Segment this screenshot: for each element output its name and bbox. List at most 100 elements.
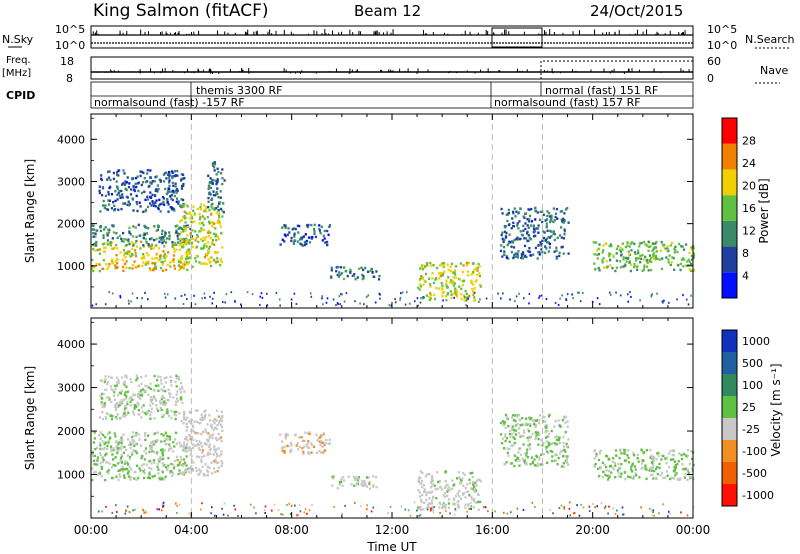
heatmap-cell <box>502 292 504 295</box>
heatmap-cell <box>167 464 170 467</box>
heatmap-cell <box>420 498 423 502</box>
heatmap-cell <box>378 274 381 278</box>
heatmap-cell <box>99 379 102 383</box>
heatmap-cell <box>664 247 667 250</box>
heatmap-cell <box>419 301 422 304</box>
heatmap-cell <box>567 463 570 466</box>
heatmap-cell <box>203 292 206 295</box>
heatmap-cell <box>141 394 144 397</box>
heatmap-cell <box>142 261 145 264</box>
heatmap-cell <box>592 241 595 244</box>
heatmap-cell <box>184 257 188 261</box>
heatmap-cell <box>125 448 128 452</box>
heatmap-cell <box>180 381 183 385</box>
heatmap-cell <box>177 202 180 205</box>
heatmap-cell <box>471 471 474 475</box>
heatmap-cell <box>182 263 185 266</box>
heatmap-cell <box>207 247 210 250</box>
heatmap-cell <box>662 245 665 248</box>
heatmap-cell <box>501 420 505 423</box>
heatmap-cell <box>216 187 219 190</box>
heatmap-cell <box>670 261 673 264</box>
heatmap-cell <box>182 267 185 270</box>
heatmap-cell <box>136 182 139 185</box>
heatmap-cell <box>419 514 422 516</box>
heatmap-cell <box>116 413 119 416</box>
heatmap-cell <box>215 182 218 186</box>
heatmap-cell <box>214 458 217 461</box>
heatmap-cell <box>667 261 670 264</box>
heatmap-cell <box>201 215 205 218</box>
heatmap-cell <box>499 433 503 436</box>
heatmap-cell <box>646 244 649 247</box>
heatmap-cell <box>189 249 192 252</box>
heatmap-cell <box>183 226 186 229</box>
heatmap-cell <box>222 211 225 214</box>
heatmap-cell <box>553 425 556 428</box>
heatmap-cell <box>468 481 472 485</box>
heatmap-cell <box>440 488 444 491</box>
heatmap-cell <box>649 456 652 459</box>
heatmap-cell <box>195 469 198 473</box>
heatmap-cell <box>246 291 249 294</box>
heatmap-cell <box>302 445 305 449</box>
heatmap-cell <box>563 417 566 420</box>
heatmap-cell <box>150 467 153 470</box>
heatmap-cell <box>362 277 365 280</box>
heatmap-cell <box>144 411 147 415</box>
heatmap-cell <box>159 475 162 479</box>
heatmap-cell <box>534 209 537 213</box>
heatmap-cell <box>370 510 373 513</box>
heatmap-cell <box>96 249 99 252</box>
heatmap-cell <box>188 512 190 515</box>
heatmap-cell <box>111 237 114 240</box>
heatmap-cell <box>213 514 216 517</box>
colorbar-swatch <box>722 118 737 144</box>
heatmap-cell <box>347 475 350 478</box>
heatmap-cell <box>368 482 371 485</box>
heatmap-cell <box>520 256 523 260</box>
heatmap-cell <box>366 508 368 511</box>
heatmap-cell <box>119 295 121 297</box>
heatmap-cell <box>404 508 407 511</box>
heatmap-cell <box>288 231 291 234</box>
heatmap-cell <box>652 247 655 251</box>
heatmap-cell <box>123 409 126 413</box>
heatmap-cell <box>453 282 456 285</box>
heatmap-cell <box>146 195 149 198</box>
heatmap-cell <box>133 407 136 410</box>
heatmap-cell <box>387 512 389 515</box>
heatmap-cell <box>176 224 179 227</box>
heatmap-cell <box>470 279 473 283</box>
heatmap-cell <box>162 434 165 437</box>
heatmap-cell <box>175 385 178 388</box>
heatmap-cell <box>200 455 203 459</box>
heatmap-cell <box>688 268 691 271</box>
heatmap-cell <box>545 298 548 300</box>
heatmap-cell <box>125 188 128 192</box>
heatmap-cell <box>280 513 282 516</box>
heatmap-cell <box>213 207 216 210</box>
heatmap-cell <box>420 274 423 278</box>
heatmap-cell <box>669 512 671 515</box>
cpid-segment-normalsound-pos: normalsound (fast) 157 RF <box>494 96 641 109</box>
heatmap-cell <box>630 249 633 252</box>
heatmap-cell <box>220 453 223 456</box>
heatmap-cell <box>93 462 96 466</box>
heatmap-cell <box>538 253 541 256</box>
heatmap-cell <box>673 247 676 251</box>
heatmap-cell <box>525 255 528 259</box>
heatmap-cell <box>524 222 527 225</box>
heatmap-cell <box>114 403 117 406</box>
heatmap-cell <box>510 245 513 248</box>
heatmap-cell <box>597 267 600 270</box>
nsearch-label: N.Search <box>745 33 795 46</box>
heatmap-cell <box>650 469 654 472</box>
heatmap-cell <box>160 440 163 443</box>
heatmap-cell <box>620 472 623 475</box>
heatmap-cell <box>135 266 138 269</box>
heatmap-cell <box>219 418 222 421</box>
heatmap-cell <box>168 438 172 441</box>
heatmap-cell <box>148 267 152 270</box>
heatmap-cell <box>340 480 343 484</box>
